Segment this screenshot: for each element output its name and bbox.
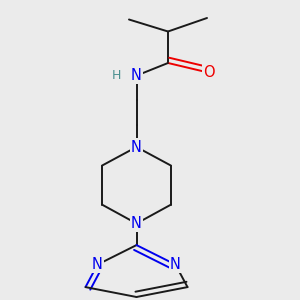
Text: H: H bbox=[111, 69, 121, 82]
Text: N: N bbox=[170, 257, 181, 272]
Text: N: N bbox=[92, 257, 103, 272]
Text: O: O bbox=[203, 65, 214, 80]
Text: N: N bbox=[131, 68, 142, 83]
Text: N: N bbox=[131, 216, 142, 231]
Text: N: N bbox=[131, 140, 142, 154]
